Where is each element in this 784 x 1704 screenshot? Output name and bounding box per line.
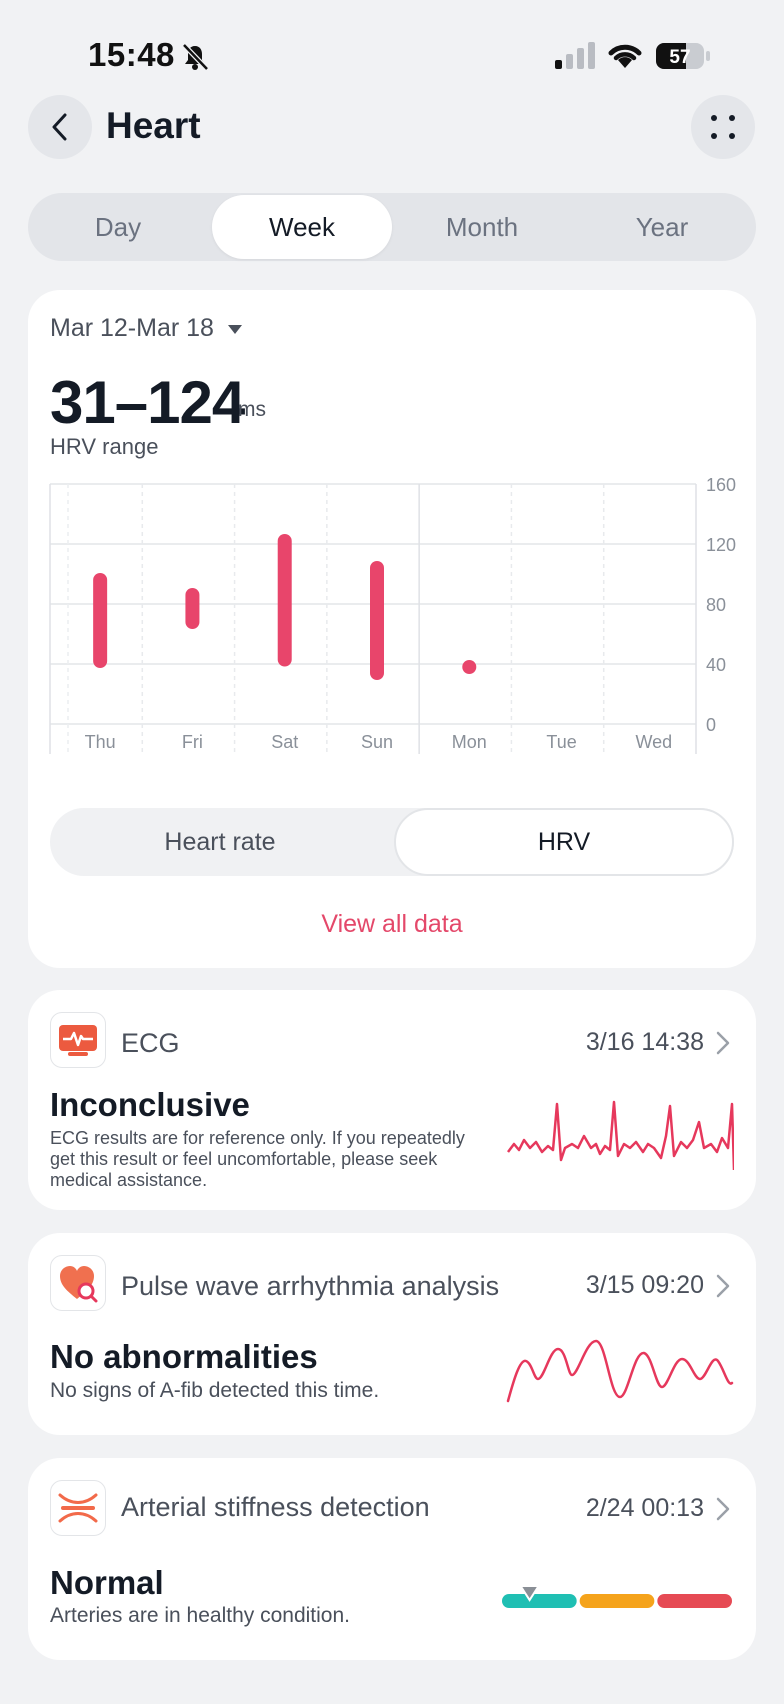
ecg-card[interactable]: ECG 3/16 14:38 Inconclusive ECG results … bbox=[28, 990, 756, 1210]
date-range-selector[interactable]: Mar 12-Mar 18 bbox=[50, 314, 242, 343]
battery-level: 57 bbox=[669, 47, 690, 68]
wifi-icon bbox=[608, 44, 642, 68]
ecg-result: Inconclusive bbox=[50, 1086, 250, 1123]
ecg-app-icon bbox=[50, 1012, 106, 1068]
y-tick-label: 160 bbox=[706, 478, 736, 495]
scale-segment bbox=[502, 1594, 577, 1608]
ecg-monitor-icon bbox=[59, 1025, 97, 1056]
chevron-right-icon bbox=[716, 1497, 730, 1521]
ecg-timestamp: 3/16 14:38 bbox=[585, 1028, 704, 1056]
tab-hrv[interactable]: HRV bbox=[394, 808, 734, 876]
y-tick-label: 40 bbox=[706, 655, 726, 675]
pulse-waveform bbox=[506, 1339, 734, 1403]
scale-marker bbox=[518, 1585, 541, 1602]
arterial-title: Arterial stiffness detection bbox=[121, 1492, 430, 1522]
hrv-range-value: 31–124 bbox=[50, 369, 245, 436]
more-options-button[interactable] bbox=[691, 95, 755, 159]
x-tick-label: Wed bbox=[636, 732, 673, 752]
tab-month[interactable]: Month bbox=[445, 211, 519, 242]
ecg-description-line: ECG results are for reference only. If y… bbox=[50, 1128, 465, 1148]
chevron-left-icon bbox=[52, 113, 67, 141]
hrv-card: Mar 12-Mar 18 31–124 ms HRV range 160 120… bbox=[28, 290, 756, 968]
view-all-data-link[interactable]: View all data bbox=[321, 910, 463, 938]
bell-muted-icon bbox=[182, 43, 209, 71]
y-tick-label: 120 bbox=[706, 535, 736, 555]
hrv-range-unit: ms bbox=[238, 398, 266, 421]
x-tick-label: Sun bbox=[361, 732, 393, 752]
arterial-app-icon bbox=[50, 1480, 106, 1536]
x-tick-label: Fri bbox=[182, 732, 203, 752]
y-tick-label: 80 bbox=[706, 595, 726, 615]
hrv-chart: 160 120 80 40 0 Thu Fri Sat Sun Mon Tue Wed bbox=[49, 478, 736, 754]
y-tick-label: 0 bbox=[706, 715, 716, 735]
status-time: 15:48 bbox=[88, 36, 175, 73]
chevron-right-icon bbox=[716, 1031, 730, 1055]
arterial-description: Arteries are in healthy condition. bbox=[50, 1604, 350, 1627]
pulse-app-icon bbox=[50, 1255, 106, 1311]
pulse-result: No abnormalities bbox=[50, 1338, 318, 1375]
ecg-description: ECG results are for reference only. If y… bbox=[50, 1128, 465, 1191]
ecg-description-line: get this result or feel uncomfortable, p… bbox=[50, 1149, 438, 1169]
ecg-waveform bbox=[507, 1100, 734, 1171]
date-range-label: Mar 12-Mar 18 bbox=[50, 314, 214, 342]
x-tick-label: Mon bbox=[452, 732, 487, 752]
ecg-description-line: medical assistance. bbox=[50, 1170, 208, 1190]
scale-segment bbox=[657, 1594, 732, 1608]
pulse-timestamp: 3/15 09:20 bbox=[585, 1271, 704, 1299]
pulse-title: Pulse wave arrhythmia analysis bbox=[121, 1271, 500, 1301]
battery-icon: 57 bbox=[656, 43, 710, 69]
arterial-result: Normal bbox=[50, 1564, 164, 1601]
page-title: Heart bbox=[106, 105, 201, 146]
period-tabs: Day Week Month Year bbox=[28, 193, 756, 261]
x-tick-label: Thu bbox=[85, 732, 116, 752]
pulse-description: No signs of A-fib detected this time. bbox=[50, 1379, 380, 1402]
x-tick-label: Tue bbox=[546, 732, 576, 752]
metric-toggle: Heart rate HRV bbox=[50, 808, 734, 876]
arterial-stiffness-card[interactable]: Arterial stiffness detection 2/24 00:13 … bbox=[28, 1458, 756, 1660]
tab-day[interactable]: Day bbox=[94, 211, 142, 242]
artery-icon bbox=[58, 1493, 98, 1523]
back-button[interactable] bbox=[28, 95, 92, 159]
header: Heart bbox=[0, 95, 784, 165]
tab-year[interactable]: Year bbox=[635, 211, 689, 242]
x-tick-label: Sat bbox=[271, 732, 298, 752]
caret-down-icon bbox=[227, 325, 242, 334]
tab-week[interactable]: Week bbox=[212, 195, 392, 259]
pulse-wave-card[interactable]: Pulse wave arrhythmia analysis 3/15 09:2… bbox=[28, 1233, 756, 1435]
cellular-signal-icon bbox=[555, 42, 595, 69]
hrv-range-point bbox=[462, 660, 477, 674]
status-bar: 15:48 57 bbox=[0, 0, 784, 112]
scale-segment bbox=[579, 1594, 655, 1608]
stiffness-scale bbox=[502, 1585, 732, 1608]
chevron-right-icon bbox=[716, 1274, 730, 1298]
ecg-title: ECG bbox=[121, 1028, 180, 1058]
heart-search-icon bbox=[60, 1266, 98, 1303]
tab-heart-rate[interactable]: Heart rate bbox=[164, 827, 276, 856]
arterial-timestamp: 2/24 00:13 bbox=[585, 1494, 704, 1522]
hrv-range-label: HRV range bbox=[50, 434, 159, 459]
more-dots-icon bbox=[711, 115, 735, 139]
